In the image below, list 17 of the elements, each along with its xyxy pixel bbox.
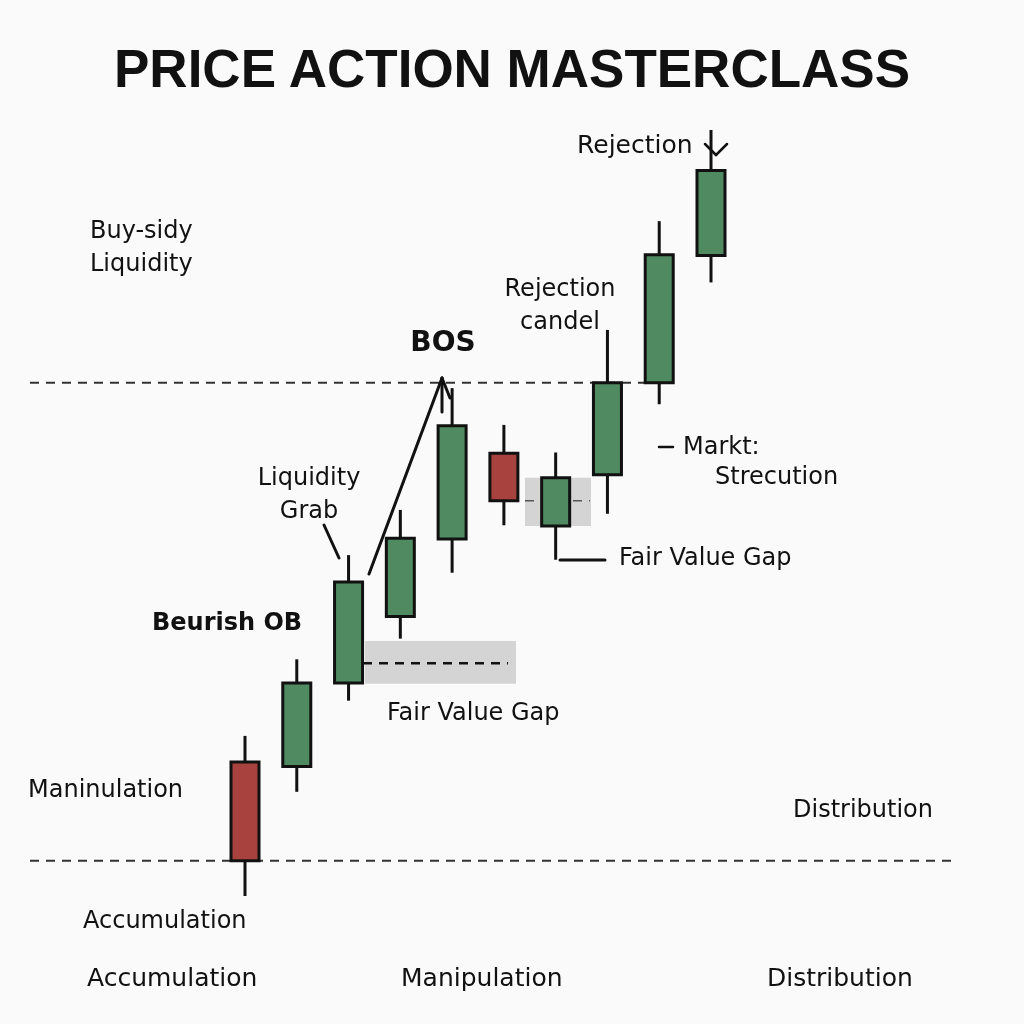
text: Accumulation xyxy=(83,906,247,934)
annotation: BOS xyxy=(410,325,476,358)
text: Manipulation xyxy=(401,963,563,992)
annotation: Rejection xyxy=(577,130,693,159)
annotation: Liquidity Grab xyxy=(257,463,361,524)
annotation: Rejection candel xyxy=(504,274,616,335)
text: Accumulation xyxy=(87,963,258,992)
annotation: Strecution xyxy=(715,462,839,490)
text: Distribution xyxy=(793,795,934,823)
text: Maninulation xyxy=(28,775,184,803)
annotation: Beurish OB xyxy=(152,608,303,636)
annotation: Fair Value Gap xyxy=(387,698,560,726)
text: Buy-sidy Liquidity xyxy=(90,216,193,277)
annotation: Markt: xyxy=(683,432,760,460)
text: Distribution xyxy=(767,963,913,992)
annotation: Fair Value Gap xyxy=(619,543,792,571)
chart-title: PRICE ACTION MASTERCLASS xyxy=(113,39,911,98)
